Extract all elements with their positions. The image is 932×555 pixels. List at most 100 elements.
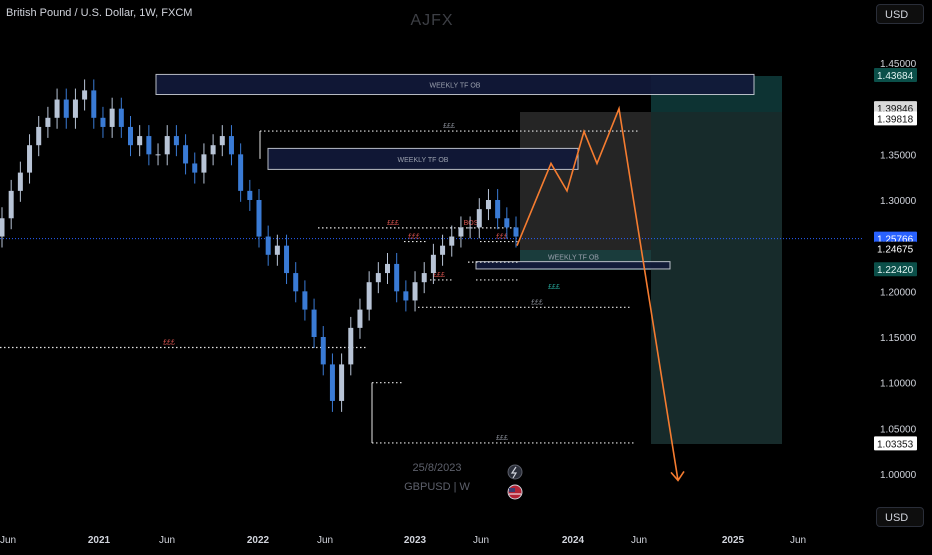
candle-body — [375, 273, 381, 283]
candle — [385, 252, 390, 285]
candle — [228, 125, 234, 166]
y-tick-label: 1.00000 — [880, 470, 917, 481]
candle — [274, 234, 280, 266]
candle — [137, 125, 143, 157]
candle-body — [485, 200, 491, 210]
candle-body — [467, 227, 473, 229]
currency-selector-top[interactable]: USD — [876, 4, 924, 24]
flag-icon[interactable] — [507, 484, 523, 500]
entry-zone — [520, 112, 651, 250]
candle — [421, 262, 427, 294]
watermark: AJFX — [410, 12, 454, 29]
candle — [256, 189, 262, 248]
price-tag-target — [874, 111, 917, 126]
candle-body — [146, 136, 152, 155]
candle — [192, 152, 198, 184]
price-tag-target-low — [874, 436, 917, 451]
candle-body — [403, 291, 409, 301]
candle — [27, 134, 33, 184]
liquidity-label: £££ — [531, 299, 543, 306]
candle — [320, 326, 326, 376]
liquidity-label: £££ — [408, 234, 420, 241]
candle — [238, 143, 244, 202]
candle — [339, 353, 345, 412]
candle-body — [228, 136, 234, 155]
candle-body — [256, 200, 262, 237]
candle — [366, 271, 372, 321]
x-tick-label: Jun — [0, 535, 16, 546]
candle-body — [302, 291, 308, 310]
candle — [394, 252, 400, 303]
footer-date: 25/8/2023 — [413, 462, 462, 474]
candle-body — [265, 236, 271, 255]
candle-body — [164, 136, 170, 155]
candle-body — [63, 99, 69, 118]
candle — [302, 280, 308, 321]
candle — [173, 125, 179, 157]
candle-body — [348, 327, 354, 365]
candle — [155, 143, 161, 166]
flag-icon-canton — [509, 488, 515, 492]
candle — [485, 189, 491, 221]
candle-body — [118, 108, 124, 127]
candle — [63, 88, 69, 129]
candle-body — [247, 190, 253, 200]
liquidity-label: £££ — [163, 340, 175, 347]
candle-body — [72, 99, 78, 118]
candle — [8, 179, 14, 230]
candle — [210, 134, 216, 166]
candle-body — [412, 282, 418, 301]
candle — [118, 97, 124, 138]
candle — [219, 125, 225, 157]
candle — [449, 225, 455, 257]
price-tag-entry — [874, 241, 917, 256]
price-tag-text: 1.25766 — [877, 235, 914, 246]
order-block-low — [475, 261, 671, 270]
liquidity-label: £££ — [548, 284, 560, 291]
liquidity-label: £££ — [433, 272, 445, 279]
candle-body — [100, 117, 106, 127]
candle — [0, 207, 5, 248]
candle — [247, 179, 253, 211]
price-tag-text: 1.24675 — [877, 245, 914, 256]
candle-body — [421, 273, 427, 283]
candle-body — [394, 263, 400, 292]
currency-selector-bottom[interactable]: USD — [876, 507, 924, 527]
candle — [412, 271, 418, 312]
price-tag-text: 1.39846 — [877, 104, 914, 115]
candle-body — [385, 263, 390, 274]
candle — [164, 125, 170, 166]
candle-body — [36, 126, 42, 146]
candle — [375, 262, 381, 294]
y-tick-label: 1.45000 — [880, 59, 917, 70]
candle-body — [284, 245, 290, 274]
candle-body — [45, 117, 51, 127]
candle-body — [155, 154, 161, 156]
candle — [504, 207, 510, 239]
x-tick-label: Jun — [631, 535, 647, 546]
x-tick-label: Jun — [473, 535, 489, 546]
candle-body — [339, 364, 345, 401]
x-tick-label: 2024 — [562, 535, 585, 546]
candle-body — [27, 145, 33, 173]
candle — [91, 79, 97, 129]
candle-body — [440, 245, 446, 255]
liquidity-label: £££ — [443, 123, 455, 130]
candle — [109, 97, 115, 138]
price-tag-stop — [874, 68, 917, 83]
lightning-icon[interactable] — [507, 464, 523, 480]
bos-label: BOS — [464, 220, 479, 227]
candle — [476, 198, 482, 239]
candle-body — [357, 309, 363, 328]
candle-body — [366, 282, 372, 310]
candle-body — [201, 154, 207, 173]
y-tick-label: 1.10000 — [880, 379, 917, 390]
candle-body — [311, 309, 317, 337]
candle — [458, 216, 464, 248]
candle-body — [476, 209, 482, 228]
target-zone — [651, 112, 782, 444]
candle — [495, 189, 501, 230]
candle-body — [109, 108, 115, 127]
